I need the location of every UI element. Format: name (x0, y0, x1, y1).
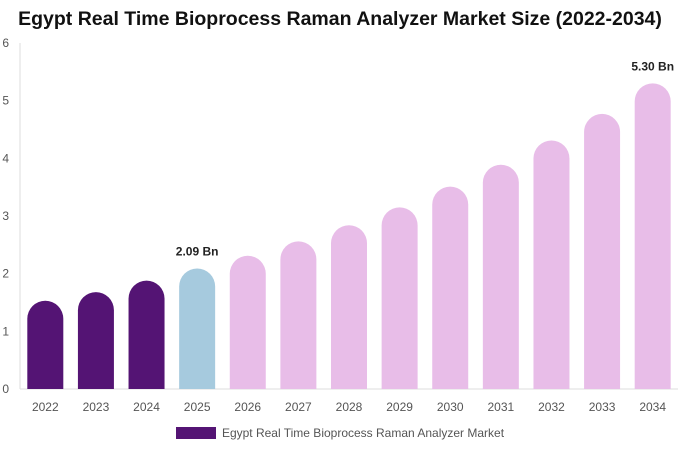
x-tick-label: 2032 (538, 400, 565, 414)
bar-2032 (533, 140, 570, 389)
y-tick-label: 4 (2, 151, 9, 165)
chart-title: Egypt Real Time Bioprocess Raman Analyze… (18, 8, 662, 30)
bar-2023 (77, 292, 114, 389)
legend: Egypt Real Time Bioprocess Raman Analyze… (0, 426, 680, 440)
legend-label: Egypt Real Time Bioprocess Raman Analyze… (221, 426, 505, 440)
legend-swatch (175, 427, 216, 439)
x-tick-label: 2030 (437, 400, 464, 414)
bar-2034 (634, 83, 671, 389)
y-tick-label: 5 (2, 94, 9, 108)
x-tick-label: 2029 (386, 400, 413, 414)
bar-2026 (229, 255, 266, 389)
y-tick-label: 3 (2, 209, 9, 223)
x-tick-label: 2033 (589, 400, 616, 414)
x-tick-label: 2023 (83, 400, 110, 414)
bar-2033 (584, 113, 621, 389)
bar-2030 (432, 186, 469, 389)
bar-2028 (331, 225, 367, 389)
x-tick-label: 2025 (184, 400, 211, 414)
data-label-2025: 2.09 Bn (176, 244, 219, 258)
y-tick-label: 2 (2, 267, 9, 281)
y-tick-label: 1 (2, 324, 9, 338)
x-tick-label: 2027 (285, 400, 312, 414)
bar-2022 (27, 300, 64, 389)
bar-2027 (280, 241, 317, 389)
y-tick-label: 0 (2, 382, 9, 396)
x-tick-label: 2031 (487, 400, 514, 414)
bar-2025 (179, 268, 216, 389)
x-tick-label: 2026 (234, 400, 261, 414)
data-label-2034: 5.30 Bn (631, 59, 674, 73)
bar-2029 (381, 207, 418, 389)
x-tick-label: 2022 (32, 400, 59, 414)
bar-2024 (128, 280, 165, 389)
x-tick-label: 2024 (133, 400, 160, 414)
x-tick-label: 2028 (336, 400, 363, 414)
x-tick-label: 2034 (639, 400, 666, 414)
bar-2031 (482, 164, 519, 389)
y-tick-label: 6 (2, 36, 9, 50)
